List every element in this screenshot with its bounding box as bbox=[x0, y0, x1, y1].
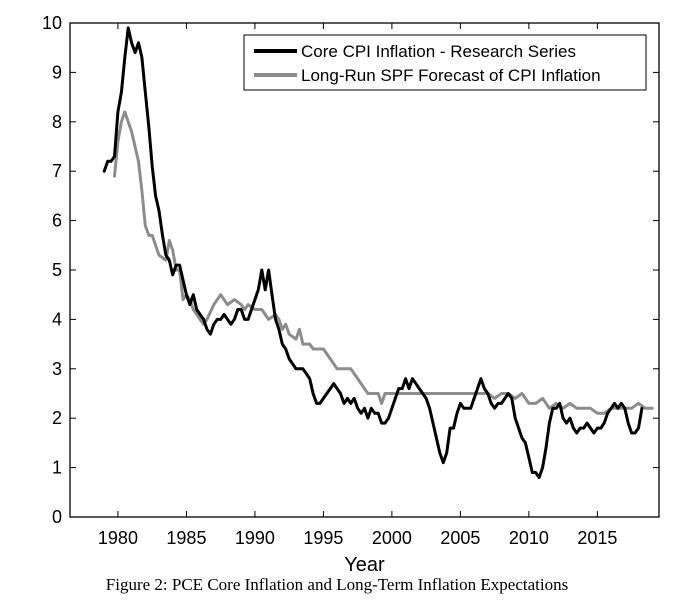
y-tick-label: 1 bbox=[52, 458, 62, 478]
legend-box bbox=[243, 34, 647, 91]
x-tick-label: 1980 bbox=[98, 528, 138, 548]
y-tick-label: 7 bbox=[52, 161, 62, 181]
y-tick-label: 8 bbox=[52, 112, 62, 132]
y-tick-label: 4 bbox=[52, 309, 62, 329]
x-tick-label: 1990 bbox=[235, 528, 275, 548]
y-tick-label: 6 bbox=[52, 211, 62, 231]
inflation-line-chart: 1980 1985 1990 1995 2000 2005 2010 2015 0 1 2 3 4 5 6… bbox=[42, 13, 660, 575]
x-tick-label: 2000 bbox=[372, 528, 412, 548]
axis-ticks bbox=[70, 22, 659, 518]
legend-label-core-cpi: Core CPI Inflation - Research Series bbox=[301, 42, 576, 61]
series-line-spf-forecast bbox=[113, 110, 654, 415]
legend-label-spf-forecast: Long-Run SPF Forecast of CPI Inflation bbox=[301, 66, 601, 85]
x-axis-title: Year bbox=[344, 554, 385, 575]
y-tick-labels: 0 1 2 3 4 5 6 7 8 9 10 bbox=[42, 13, 62, 527]
x-tick-label: 1985 bbox=[166, 528, 206, 548]
y-tick-label: 3 bbox=[52, 359, 62, 379]
y-tick-label: 10 bbox=[42, 13, 62, 33]
y-tick-label: 5 bbox=[52, 260, 62, 280]
x-tick-label: 2010 bbox=[509, 528, 549, 548]
x-tick-label: 2015 bbox=[577, 528, 617, 548]
y-tick-label: 2 bbox=[52, 408, 62, 428]
plot-frame bbox=[69, 22, 660, 518]
x-tick-labels: 1980 1985 1990 1995 2000 2005 2010 2015 bbox=[98, 528, 617, 548]
series-line-core-cpi bbox=[102, 26, 644, 479]
y-tick-label: 0 bbox=[52, 507, 62, 527]
x-tick-label: 1995 bbox=[303, 528, 343, 548]
legend: Core CPI Inflation - Research Series Lon… bbox=[243, 34, 647, 91]
y-tick-label: 9 bbox=[52, 62, 62, 82]
series-lines bbox=[102, 26, 654, 479]
figure-caption: Figure 2: PCE Core Inflation and Long-Te… bbox=[105, 575, 569, 594]
x-tick-label: 2005 bbox=[440, 528, 480, 548]
